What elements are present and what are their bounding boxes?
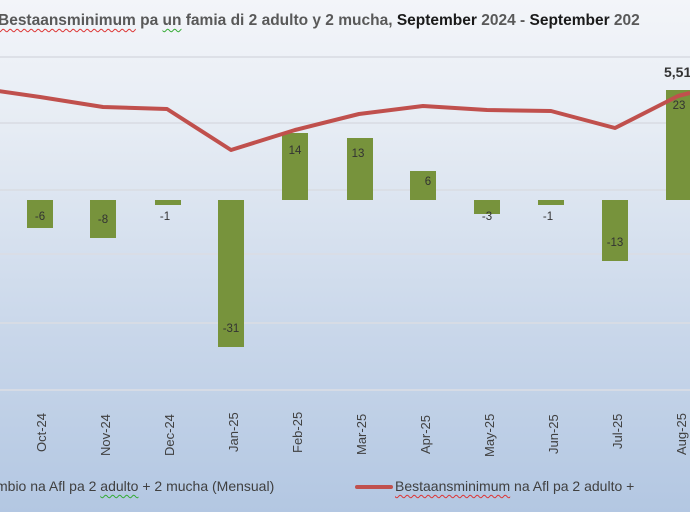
bar-jul-25 bbox=[602, 200, 628, 261]
x-tick-label: Jul-25 bbox=[610, 413, 625, 449]
bar-label: -1 bbox=[542, 211, 554, 223]
legend-text: mbio na Afl pa 2 bbox=[0, 478, 101, 494]
bar-label: 13 bbox=[351, 148, 365, 160]
bar-label: 14 bbox=[288, 145, 302, 157]
legend-text: Bestaansminimum bbox=[395, 478, 511, 494]
x-tick-label: Oct-24 bbox=[34, 412, 49, 452]
bar-label: -3 bbox=[481, 211, 493, 223]
bar-label: 23 bbox=[672, 100, 686, 112]
title-text: un bbox=[162, 12, 182, 29]
title-text: September bbox=[396, 12, 477, 29]
bar-mar-25 bbox=[347, 138, 373, 200]
line-end-label: 5,51 bbox=[664, 64, 690, 80]
x-tick-label: Jan-25 bbox=[226, 412, 241, 452]
bar-jun-25 bbox=[538, 200, 564, 205]
bar-oct-24 bbox=[27, 200, 53, 228]
gridline bbox=[0, 189, 690, 191]
gridline bbox=[0, 389, 690, 391]
bar-jan-25 bbox=[218, 200, 244, 347]
legend-text: + 2 mucha (Mensual) bbox=[138, 478, 275, 494]
title-text: September bbox=[529, 12, 610, 29]
bar-label: -31 bbox=[222, 323, 240, 335]
line-legend-key-icon bbox=[355, 485, 393, 490]
gridline bbox=[0, 56, 690, 58]
legend-line-series: Bestaansminimum na Afl pa 2 adulto + bbox=[355, 478, 634, 494]
x-tick-label: Dec-24 bbox=[162, 414, 177, 456]
title-text: Bestaansminimum bbox=[0, 12, 136, 29]
x-tick-label: Mar-25 bbox=[354, 413, 369, 455]
gridline bbox=[0, 253, 690, 255]
x-tick-label: Feb-25 bbox=[290, 411, 305, 453]
bar-may-25 bbox=[474, 200, 500, 214]
x-tick-label: Aug-25 bbox=[674, 413, 689, 455]
gridline bbox=[0, 122, 690, 124]
gridline bbox=[0, 322, 690, 324]
bar-apr-25 bbox=[410, 171, 436, 200]
bar-label: -6 bbox=[34, 211, 46, 223]
legend-text: na Afl pa 2 adulto + bbox=[510, 478, 635, 494]
x-tick-label: Apr-25 bbox=[418, 414, 433, 454]
x-tick-label: Jun-25 bbox=[546, 414, 561, 454]
chart-title: Bestaansminimum pa un famia di 2 adulto … bbox=[0, 12, 640, 30]
bar-aug-25 bbox=[666, 90, 690, 200]
title-text: pa bbox=[135, 12, 163, 29]
x-tick-label: May-25 bbox=[482, 413, 497, 457]
title-text: 2024 - bbox=[476, 12, 530, 29]
legend-bar-series: mbio na Afl pa 2 adulto + 2 mucha (Mensu… bbox=[0, 478, 274, 494]
bar-label: 6 bbox=[424, 176, 432, 188]
legend-text: adulto bbox=[100, 478, 139, 494]
title-text: 202 bbox=[609, 12, 640, 29]
title-text: famia di 2 adulto y 2 mucha, bbox=[181, 12, 397, 29]
x-tick-label: Nov-24 bbox=[98, 414, 113, 456]
bar-nov-24 bbox=[90, 200, 116, 238]
bar-label: -1 bbox=[159, 211, 171, 223]
bar-dec-24 bbox=[155, 200, 181, 205]
bar-label: -8 bbox=[97, 214, 109, 226]
bar-feb-25 bbox=[282, 133, 308, 200]
bar-label: -13 bbox=[606, 237, 624, 249]
